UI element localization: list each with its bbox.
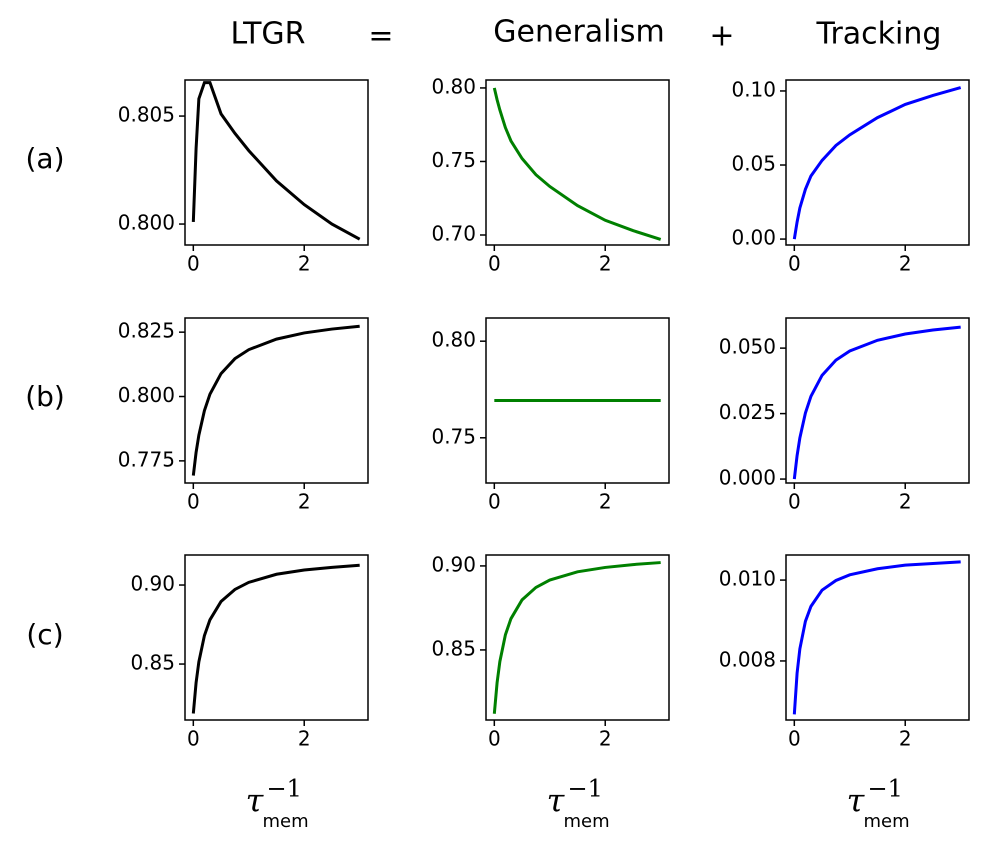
x-tick-label: 2 [599, 252, 612, 276]
y-tick-label: 0.050 [719, 335, 776, 359]
line [792, 325, 961, 480]
row-label: (a) [25, 142, 64, 175]
x-label-subscript: mem [564, 811, 610, 832]
y-tick-label: 0.80 [431, 74, 476, 98]
y-tick-label: 0.90 [431, 552, 476, 576]
y-tick-label: 0.85 [130, 651, 175, 675]
x-tick-label: 0 [788, 727, 801, 751]
y-tick-label: 0.800 [118, 211, 175, 235]
axes-frame [785, 79, 970, 246]
line [191, 563, 360, 714]
line [191, 81, 361, 241]
x-axis-label: τ −1 mem [246, 775, 309, 833]
x-label-symbol: τ [547, 782, 566, 820]
operator: = [368, 19, 393, 54]
x-label-superscript: −1 [568, 775, 603, 803]
x-tick-label: 0 [488, 252, 501, 276]
x-tick-label: 2 [599, 490, 612, 514]
y-tick-label: 0.80 [431, 328, 476, 352]
x-tick-label: 0 [488, 727, 501, 751]
y-tick-label: 0.10 [731, 77, 776, 101]
x-label-superscript: −1 [267, 775, 302, 803]
axes-frame [485, 554, 670, 721]
x-tick-label: 2 [899, 727, 912, 751]
column-title: LTGR [231, 17, 306, 52]
operator: + [709, 19, 734, 54]
x-tick-label: 2 [899, 490, 912, 514]
x-axis-label: τ −1 mem [547, 775, 610, 833]
x-tick-label: 0 [187, 727, 200, 751]
x-label-symbol: τ [246, 782, 265, 820]
y-tick-label: 0.75 [431, 424, 476, 448]
row-label: (c) [26, 618, 63, 651]
y-tick-label: 0.800 [118, 383, 175, 407]
x-tick-label: 0 [788, 252, 801, 276]
line [191, 324, 360, 476]
axes-frame [485, 317, 670, 484]
x-tick-label: 0 [187, 252, 200, 276]
y-tick-label: 0.025 [719, 400, 776, 424]
y-tick-label: 0.805 [118, 103, 175, 127]
y-tick-label: 0.85 [431, 636, 476, 660]
y-tick-label: 0.75 [431, 148, 476, 172]
axes-frame [184, 79, 369, 246]
y-tick-label: 0.90 [130, 572, 175, 596]
x-tick-label: 0 [488, 490, 501, 514]
y-tick-label: 0.000 [719, 466, 776, 490]
x-label-superscript: −1 [868, 775, 903, 803]
y-tick-label: 0.00 [731, 226, 776, 250]
y-tick-label: 0.70 [431, 222, 476, 246]
y-tick-label: 0.05 [731, 152, 776, 176]
line [492, 561, 661, 714]
x-label-subscript: mem [263, 811, 309, 832]
x-tick-label: 2 [298, 490, 311, 514]
x-tick-label: 2 [599, 727, 612, 751]
x-tick-label: 0 [187, 490, 200, 514]
line [792, 560, 961, 715]
row-label: (b) [25, 380, 65, 413]
line [492, 87, 662, 241]
y-tick-label: 0.825 [118, 319, 175, 343]
line [792, 86, 962, 240]
x-tick-label: 2 [298, 727, 311, 751]
column-title: Generalism [493, 15, 664, 50]
axes-frame [184, 317, 369, 484]
x-label-symbol: τ [847, 782, 866, 820]
x-label-subscript: mem [864, 811, 910, 832]
y-tick-label: 0.775 [118, 447, 175, 471]
axes-frame [785, 317, 970, 484]
x-axis-label: τ −1 mem [847, 775, 910, 833]
x-tick-label: 2 [899, 252, 912, 276]
column-title: Tracking [816, 17, 942, 52]
axes-frame [485, 79, 670, 246]
y-tick-label: 0.010 [719, 567, 776, 591]
x-tick-label: 2 [298, 252, 311, 276]
x-tick-label: 0 [788, 490, 801, 514]
axes-frame [785, 554, 970, 721]
axes-frame [184, 554, 369, 721]
y-tick-label: 0.008 [719, 647, 776, 671]
